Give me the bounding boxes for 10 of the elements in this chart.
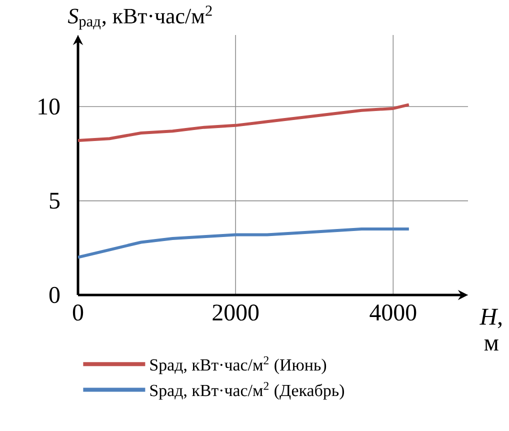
legend-label: Sрад, кВт·час/м$^{2}$ (Декабрь) bbox=[150, 382, 344, 400]
y-axis-title: S$_{рад}$, кВт·час/м$^{2}$ bbox=[68, 6, 212, 30]
x-tick-label: 4000 bbox=[370, 304, 416, 321]
y-tick-label: 10 bbox=[38, 98, 60, 115]
x-tick-label: 0 bbox=[72, 304, 84, 321]
legend-label: Sрад, кВт·час/м$^{2}$ (Июнь) bbox=[150, 356, 326, 374]
y-tick-label: 5 bbox=[50, 192, 60, 209]
x-axis-title: H, м bbox=[480, 308, 502, 350]
x-tick-label: 2000 bbox=[212, 304, 259, 321]
y-tick-label: 0 bbox=[49, 286, 60, 304]
